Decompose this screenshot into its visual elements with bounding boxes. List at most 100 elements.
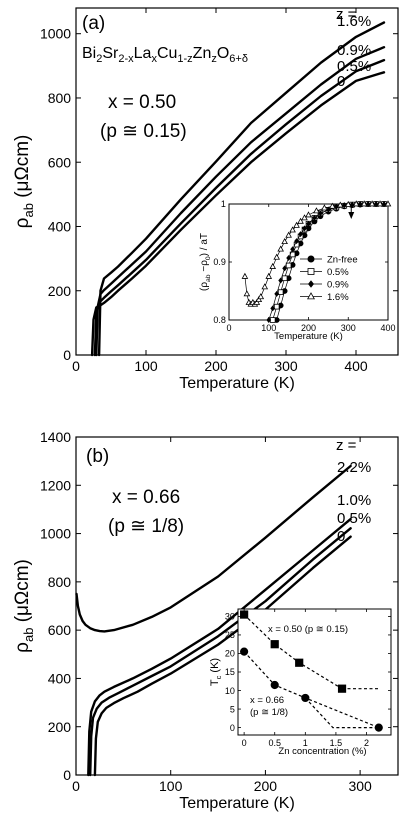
inset-data-point (297, 217, 304, 224)
inset-y-axis-label-part: T (209, 679, 221, 686)
inset-y-tick-label: 0 (230, 723, 235, 733)
series-line-1.6% (97, 21, 386, 357)
inset-data-point (269, 262, 277, 269)
inset-data-point (313, 207, 320, 214)
inset-data-point (274, 290, 280, 297)
x-tick-label: 200 (254, 778, 278, 794)
x-tick-label: 0 (72, 778, 80, 794)
inset-data-point (282, 265, 288, 272)
inset-data-point (273, 253, 281, 260)
compound-part: 6+δ (229, 53, 248, 65)
inset-series-label: x = 0.50 (p ≅ 0.15) (268, 624, 348, 635)
inset-data-point (253, 298, 261, 305)
inset-y-tick-label: 20 (225, 649, 235, 659)
inset-x-tick-label: 2 (364, 738, 369, 748)
inset-data-point (240, 647, 249, 656)
inset-y-tick-label: 15 (225, 667, 235, 677)
series-line-1.0% (87, 517, 352, 777)
inset-data-point (337, 684, 347, 693)
hole-p-text: (p ≅ 0.15) (100, 121, 187, 142)
inset-y-axis-label: Tc (K) (209, 658, 223, 686)
inset-data-point (289, 226, 296, 233)
inset-data-point (298, 231, 303, 238)
inset-x-tick-label: 0.5 (268, 738, 281, 748)
inset-y-axis-label-part: (K) (209, 658, 221, 676)
y-axis-label-symbol: ρ (12, 642, 33, 653)
inset-x-tick-label: 0 (226, 323, 231, 333)
inset-data-point (255, 295, 263, 303)
z-header-label: z = (336, 6, 357, 23)
y-tick-label: 1200 (40, 477, 71, 493)
inset-y-tick-label: 5 (230, 704, 235, 714)
inset-data-point (273, 303, 280, 310)
frame (75, 7, 399, 356)
inset-series-dashed-line (243, 651, 380, 729)
inset-data-point (344, 200, 352, 207)
compound-part: x (151, 53, 157, 65)
series-line-0.5% (89, 527, 352, 777)
inset-data-point (277, 289, 284, 295)
x-tick-label: 400 (344, 358, 368, 374)
inset-data-point (374, 723, 383, 732)
inset-series-label: x = 0.66 (250, 695, 284, 706)
y-tick-label: 1000 (40, 526, 71, 542)
inset-arrow-head (348, 212, 355, 219)
y-axis-label: ρab (μΩcm) (12, 559, 36, 653)
y-axis-label-unit: (μΩcm) (12, 559, 33, 627)
inset-data-point (325, 206, 331, 213)
inset-data-point (336, 201, 344, 208)
inset-data-point (384, 200, 392, 207)
series-label: 0.5% (337, 510, 371, 527)
inset-y-tick-label: 25 (225, 630, 235, 640)
inset-data-point (281, 275, 288, 282)
y-tick-label: 0 (63, 347, 71, 363)
series-label: 0 (337, 73, 345, 90)
inset-y-tick-label: 10 (225, 686, 235, 696)
frame (75, 436, 399, 776)
compound-part: O (217, 45, 229, 62)
inset-y-tick-label: 1 (221, 199, 226, 209)
series-label: 0 (337, 528, 345, 545)
x-tick-label: 300 (274, 358, 298, 374)
compound-part: 1-z (177, 53, 192, 65)
inset-x-axis-label: Temperature (K) (274, 331, 343, 342)
compound-formula: Bi2Sr2-xLaxCu1-zZnzO6+δ (82, 45, 248, 65)
series-line-0.9% (95, 46, 386, 357)
y-tick-label: 800 (48, 574, 72, 590)
y-tick-label: 400 (48, 670, 72, 686)
inset-data-point (306, 220, 311, 227)
inset-data-point (305, 211, 312, 218)
inset-data-point (278, 277, 284, 284)
compound-part: 2-x (118, 53, 134, 65)
compound-part: 2 (96, 53, 102, 65)
y-tick-label: 800 (48, 90, 72, 106)
y-tick-label: 400 (48, 219, 72, 235)
inset-x-tick-label: 300 (341, 323, 356, 333)
series-line-2.2% (75, 464, 352, 633)
inset-data-point (266, 317, 272, 323)
inset-series-dashed-line (243, 614, 343, 690)
inset-x-tick-label: 400 (380, 323, 395, 333)
inset-data-point (290, 246, 295, 253)
x-tick-label: 100 (134, 358, 158, 374)
series-label: 0.9% (337, 42, 371, 59)
inset-data-point (240, 610, 249, 619)
y-axis-label-unit: (μΩcm) (12, 135, 33, 203)
inset-x-tick-label: 100 (261, 323, 276, 333)
inset-legend-marker (307, 268, 315, 275)
inset-data-point (321, 204, 328, 211)
inset-data-point (294, 238, 299, 245)
inset-y-axis-label: (ρab −ρ0) / aT (199, 233, 212, 291)
x-tick-label: 300 (348, 778, 372, 794)
inset-y-axis-label-part: ) / aT (199, 233, 210, 256)
inset-x-axis-label: Zn concentration (%) (278, 746, 366, 757)
y-axis-label-symbol: ρ (12, 217, 33, 228)
inset-y-axis-label-part: −ρ (199, 260, 210, 275)
inset-data-point (329, 202, 336, 209)
inset-series-label: (p ≅ 1/8) (250, 707, 288, 718)
inset-data-point (265, 272, 273, 279)
inset-data-point (243, 290, 251, 297)
inset-y-axis-label-part: 0 (205, 256, 212, 260)
